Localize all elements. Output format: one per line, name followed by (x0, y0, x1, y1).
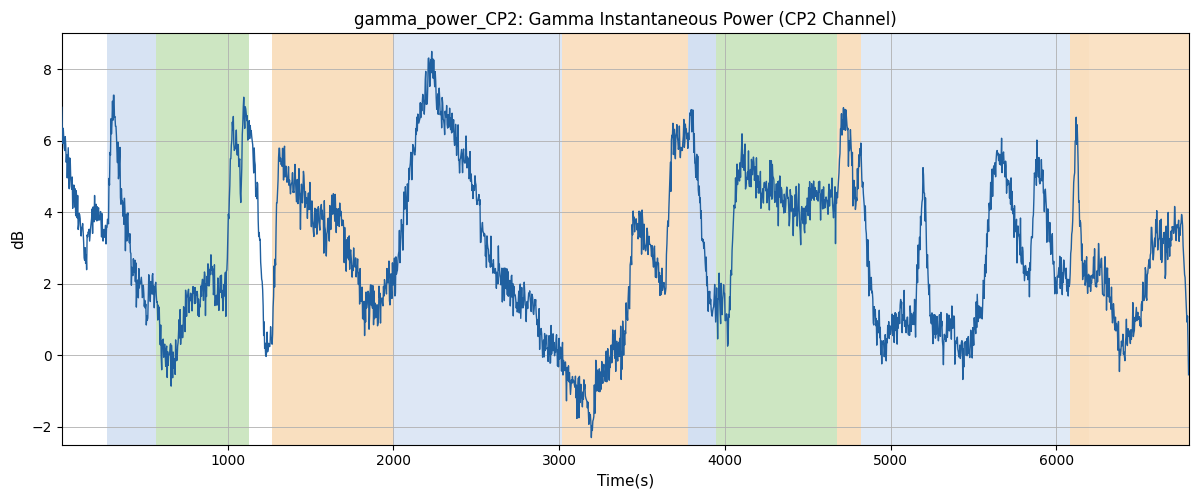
Bar (689, 34, 716, 445)
Bar (107, 34, 156, 445)
Bar (563, 34, 689, 445)
Bar (1069, 34, 1090, 445)
Bar (394, 34, 563, 445)
Bar (860, 34, 1069, 445)
Bar (1090, 34, 1189, 445)
Bar (272, 34, 394, 445)
Bar (838, 34, 860, 445)
Y-axis label: dB: dB (11, 229, 26, 249)
Bar (716, 34, 838, 445)
X-axis label: Time(s): Time(s) (596, 474, 654, 489)
Title: gamma_power_CP2: Gamma Instantaneous Power (CP2 Channel): gamma_power_CP2: Gamma Instantaneous Pow… (354, 11, 896, 30)
Bar (156, 34, 250, 445)
